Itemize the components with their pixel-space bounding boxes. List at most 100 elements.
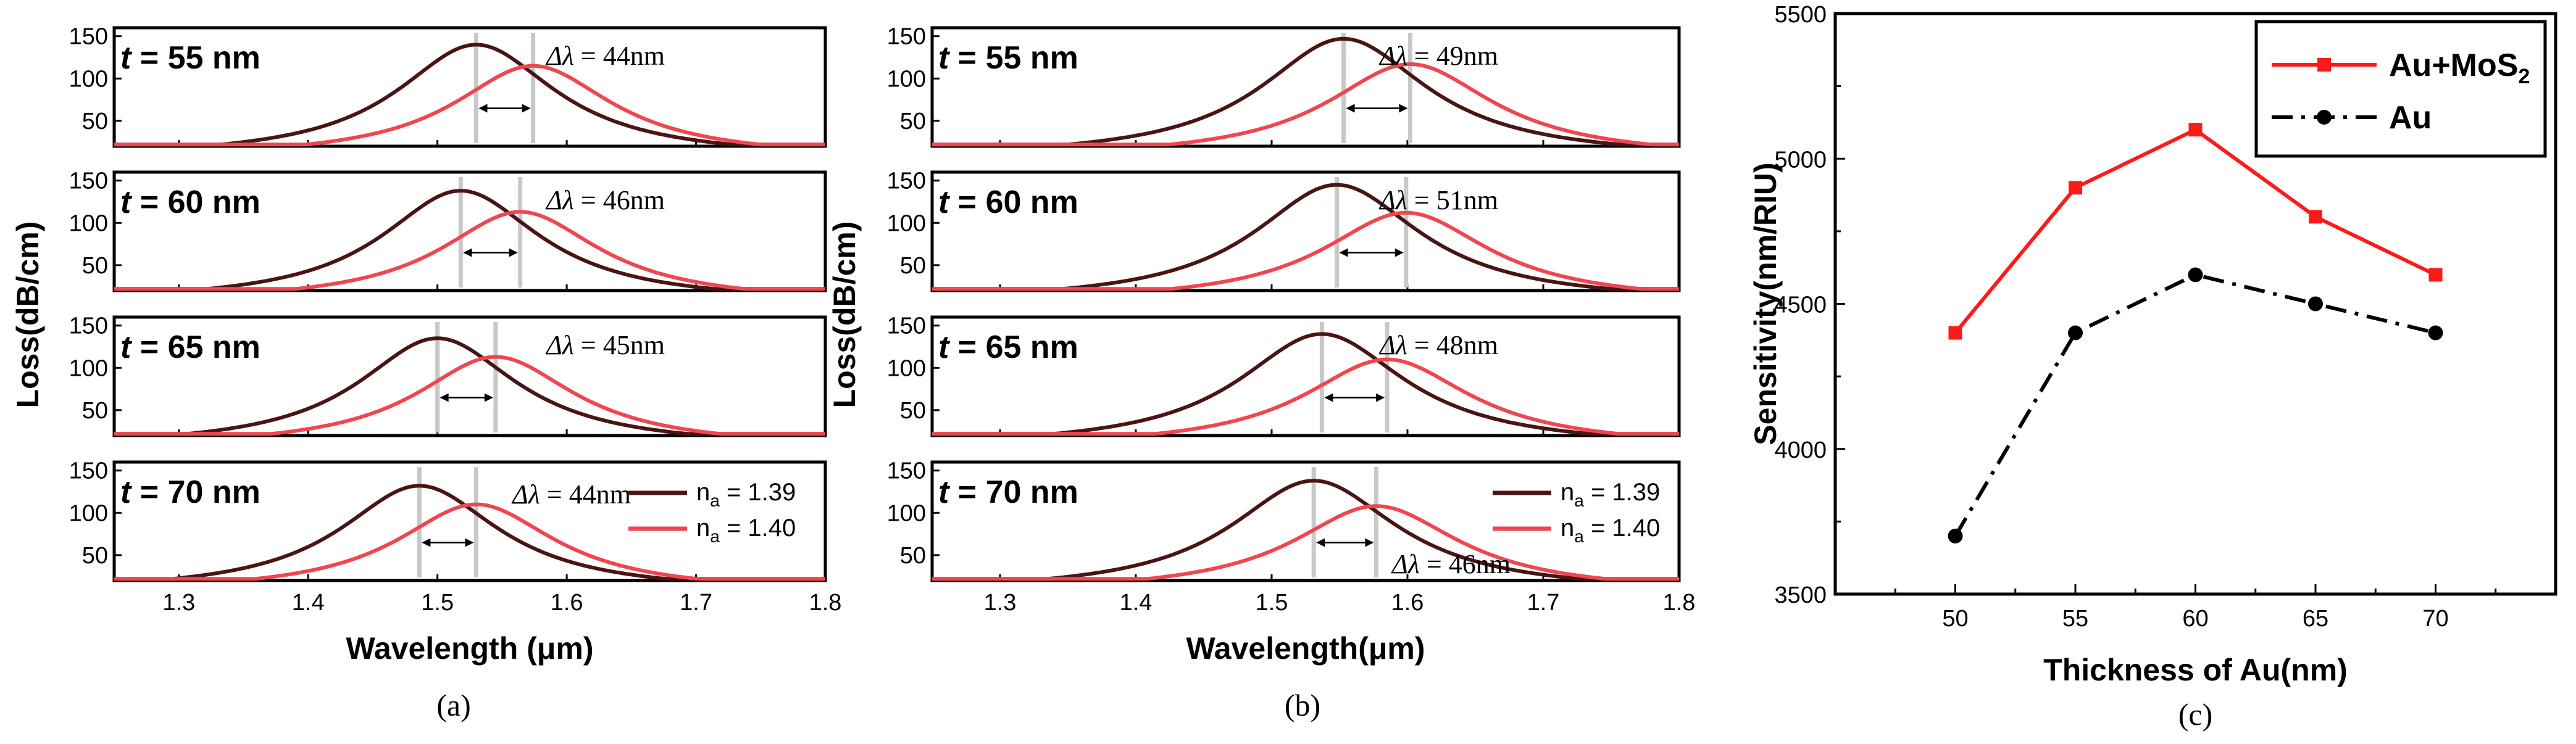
y-tick-label: 50 [900,398,926,424]
series-line-0 [1954,127,2436,334]
y-tick-label: 3500 [1774,582,1827,608]
y-tick-label: 150 [69,458,108,484]
curve-na-1.40 [932,504,1679,581]
legend-n: n [696,479,710,506]
series-line-1 [1953,273,2436,537]
subplot-frame [930,170,1681,292]
t-symbol: t [938,474,951,510]
x-tick-label: 1.4 [1120,590,1153,616]
t-label: t = 65 nm [120,329,261,365]
y-tick-label: 100 [69,210,108,236]
y-tick-label: 100 [887,66,926,92]
t-label: t = 70 nm [120,474,261,510]
legend-sub: a [710,527,720,546]
delta-symbol: Δλ [545,330,574,360]
x-tick-label: 1.7 [1527,590,1560,616]
legend-value: = 1.40 [1584,515,1660,542]
y-tick-label: 50 [82,398,108,424]
delta-arrow-head-left [1324,393,1333,402]
legend-value: = 1.40 [720,515,796,542]
legend-n: n [1561,515,1574,542]
y-axis-title: Sensitivity(nm/RIU) [1748,162,1783,445]
subplot-b-1: 50 100 150 t = 60 nm Δλ = 51nm [887,168,1681,292]
series-point-1-4 [2428,325,2443,341]
x-tick-label: 1.8 [809,590,842,616]
delta-symbol: Δλ [1378,330,1407,360]
delta-symbol: Δλ [1378,185,1407,215]
x-tick-label: 50 [1942,606,1968,632]
x-tick-label: 1.3 [162,590,195,616]
curve-na-1.40 [932,210,1679,291]
delta-arrow-head-left [1339,248,1348,257]
t-value: = 65 nm [949,329,1078,365]
delta-symbol: Δλ [545,41,574,71]
y-tick-label: 100 [69,500,108,526]
y-tick-label: 150 [69,313,108,339]
y-tick-label: 100 [887,210,926,236]
t-symbol: t [120,329,133,365]
x-tick-label: 60 [2182,606,2208,632]
subplot-b-0: 50 100 150 t = 55 nm Δλ = 49nm [887,24,1681,148]
subplot-frame [112,26,827,148]
delta-value: = 48nm [1407,330,1498,360]
t-symbol: t [120,474,133,510]
delta-value: = 45nm [574,330,665,360]
legend-label-c-1: Au [2389,100,2432,136]
curve-na-1.39 [114,189,825,291]
subplot-a-2: 50 100 150 t = 65 nm Δλ = 45nm [69,313,827,437]
series-point-0-3 [2309,210,2322,224]
y-tick-label: 50 [82,543,108,569]
series-point-1-2 [2188,267,2203,283]
legend-sub: a [710,491,720,510]
legend-sub: a [1574,491,1584,510]
x-axis-title: Wavelength(μm) [1186,631,1425,666]
x-tick-label: 1.8 [1663,590,1696,616]
panel-caption: (b) [1285,688,1320,722]
series-point-0-0 [1948,326,1962,340]
series-point-1-0 [1948,528,1963,544]
panel-a: 50 100 150 t = 55 nm Δλ = 44nm 50 100 150 t = 60… [10,24,841,722]
t-value: = 60 nm [131,184,261,220]
y-tick-label: 50 [82,253,108,279]
y-tick-label: 100 [69,66,108,92]
y-tick-label: 150 [887,24,926,50]
t-value: = 65 nm [131,329,261,365]
delta-value: = 46nm [574,185,665,215]
t-label: t = 60 nm [120,184,261,220]
y-tick-label: 4000 [1774,437,1827,463]
legend-label-0: na = 1.39 [696,479,796,510]
delta-lambda-label: Δλ = 45nm [545,330,665,360]
y-tick-label: 150 [69,168,108,194]
delta-lambda-label: Δλ = 48nm [1378,330,1498,360]
delta-arrow-head-right [1399,104,1408,113]
delta-lambda-label: Δλ = 44nm [545,41,665,71]
t-label: t = 55 nm [120,40,261,76]
subplot-a-1: 50 100 150 t = 60 nm Δλ = 46nm [69,168,827,292]
delta-arrow-head-right [484,393,493,402]
series-point-0-1 [2069,181,2082,195]
t-value: = 70 nm [949,474,1078,510]
x-tick-label: 1.5 [421,590,454,616]
delta-symbol: Δλ [545,185,574,215]
curve-na-1.40 [114,502,825,581]
t-label: t = 70 nm [938,474,1078,510]
x-tick-label: 70 [2422,606,2448,632]
x-tick-label: 1.5 [1256,590,1288,616]
delta-value: = 44nm [540,479,631,510]
legend-n: n [1561,479,1574,506]
subplot-b-2: 50 100 150 t = 65 nm Δλ = 48nm [887,313,1681,437]
delta-lambda-label: Δλ = 46nm [1391,549,1511,579]
panel-caption: (c) [2178,697,2213,732]
y-tick-label: 150 [69,24,108,50]
delta-symbol: Δλ [511,479,540,510]
x-axis-title: Thickness of Au(nm) [2043,653,2348,687]
panel-b: 50 100 150 t = 55 nm Δλ = 49nm 50 100 150 t = 60… [827,24,1695,722]
y-tick-label: 5000 [1774,147,1827,173]
series-point-0-4 [2428,268,2443,282]
delta-arrow-head-left [478,104,488,113]
legend-value: = 1.39 [720,479,796,506]
delta-arrow-head-right [509,248,518,257]
series-point-1-3 [2308,296,2323,312]
